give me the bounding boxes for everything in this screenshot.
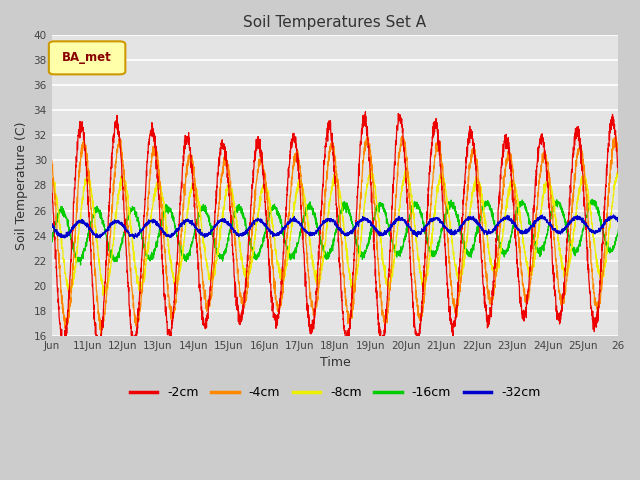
Title: Soil Temperatures Set A: Soil Temperatures Set A [243,15,427,30]
X-axis label: Time: Time [319,356,350,369]
Text: BA_met: BA_met [62,51,112,64]
Y-axis label: Soil Temperature (C): Soil Temperature (C) [15,121,28,250]
Legend: -2cm, -4cm, -8cm, -16cm, -32cm: -2cm, -4cm, -8cm, -16cm, -32cm [125,382,545,405]
FancyBboxPatch shape [49,41,125,74]
